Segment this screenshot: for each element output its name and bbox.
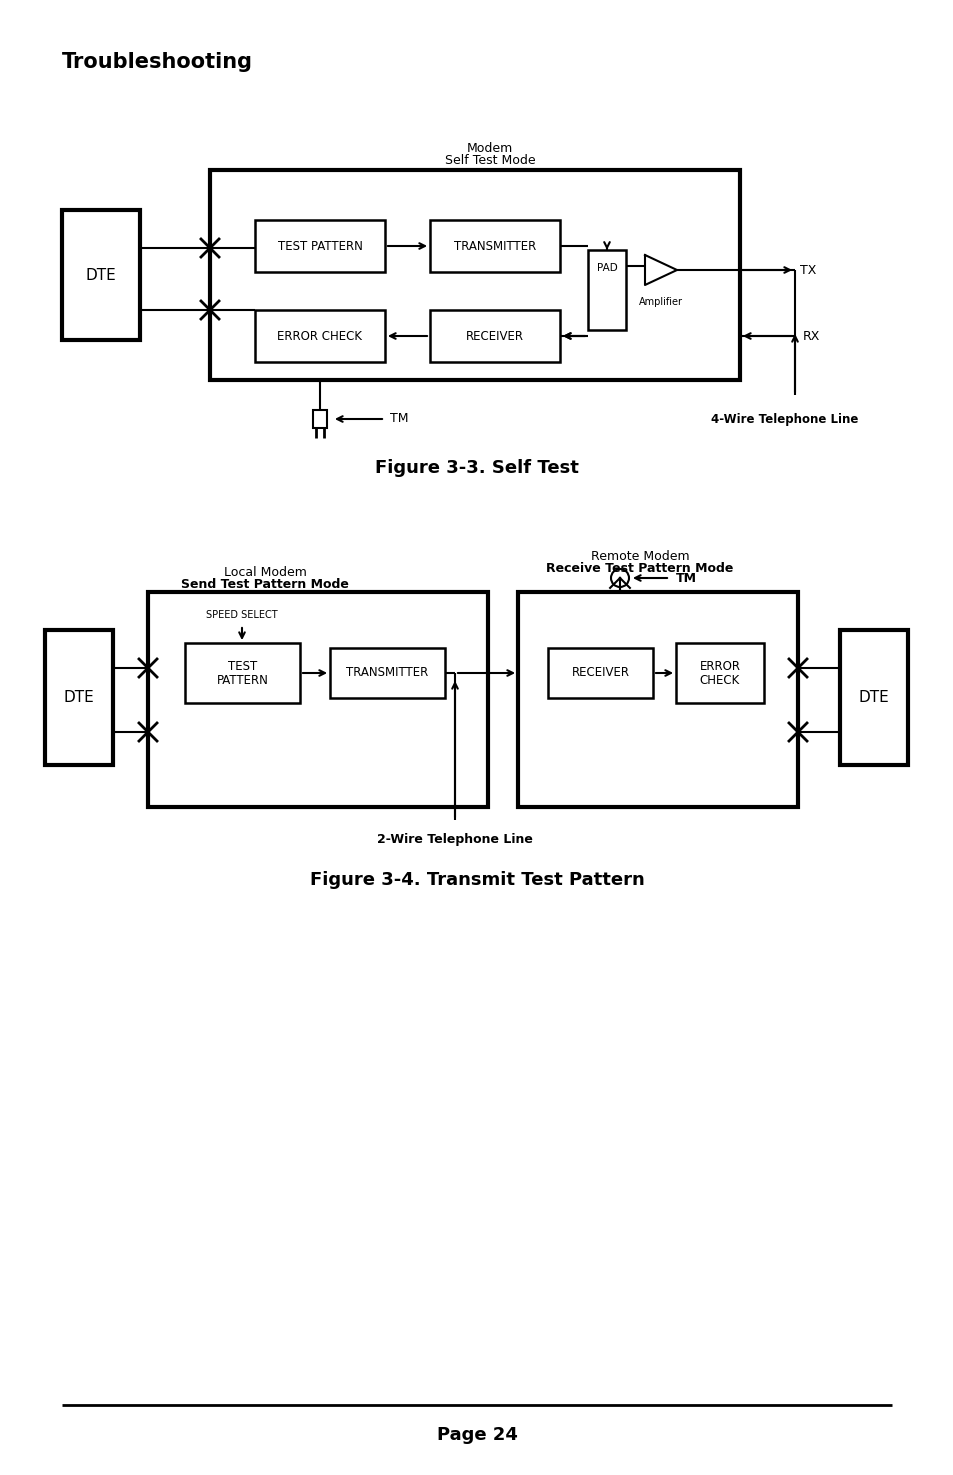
Text: Remote Modem: Remote Modem	[590, 550, 689, 562]
Bar	[210, 170, 740, 381]
Text: Troubleshooting: Troubleshooting	[62, 52, 253, 72]
Circle shape	[610, 569, 628, 587]
Text: Figure 3-3. Self Test: Figure 3-3. Self Test	[375, 459, 578, 476]
Text: Receive Test Pattern Mode: Receive Test Pattern Mode	[546, 562, 733, 574]
Bar	[517, 591, 797, 807]
Text: Local Modem: Local Modem	[223, 565, 306, 578]
Bar	[45, 630, 112, 766]
Text: 2-Wire Telephone Line: 2-Wire Telephone Line	[376, 833, 533, 847]
Text: TX: TX	[800, 264, 816, 276]
Text: RX: RX	[802, 329, 820, 342]
Bar	[313, 410, 327, 428]
Bar	[148, 591, 488, 807]
Text: RECEIVER: RECEIVER	[571, 667, 629, 680]
Bar	[587, 249, 625, 330]
Bar	[254, 310, 385, 361]
Bar	[330, 648, 444, 698]
Text: TEST PATTERN: TEST PATTERN	[277, 239, 362, 252]
Text: DTE: DTE	[64, 690, 94, 705]
Text: TRANSMITTER: TRANSMITTER	[454, 239, 536, 252]
Text: Self Test Mode: Self Test Mode	[444, 155, 535, 168]
Bar	[430, 310, 559, 361]
Text: Modem: Modem	[466, 142, 513, 155]
Text: DTE: DTE	[86, 267, 116, 283]
Text: TRANSMITTER: TRANSMITTER	[346, 667, 428, 680]
Bar	[430, 220, 559, 271]
Text: RECEIVER: RECEIVER	[465, 329, 523, 342]
Text: PAD: PAD	[596, 263, 617, 273]
Bar	[547, 648, 652, 698]
Text: TM: TM	[390, 413, 408, 425]
Text: DTE: DTE	[858, 690, 888, 705]
Bar	[185, 643, 299, 704]
Text: Send Test Pattern Mode: Send Test Pattern Mode	[181, 578, 349, 590]
Text: 4-Wire Telephone Line: 4-Wire Telephone Line	[711, 413, 858, 426]
Bar	[840, 630, 907, 766]
Text: CHECK: CHECK	[700, 674, 740, 686]
Text: TEST: TEST	[228, 659, 257, 673]
Text: ERROR: ERROR	[699, 659, 740, 673]
Bar	[62, 209, 140, 341]
Bar	[254, 220, 385, 271]
Text: Figure 3-4. Transmit Test Pattern: Figure 3-4. Transmit Test Pattern	[310, 872, 643, 889]
Bar	[676, 643, 763, 704]
Text: ERROR CHECK: ERROR CHECK	[277, 329, 362, 342]
Text: TM: TM	[676, 571, 697, 584]
Text: PATTERN: PATTERN	[216, 674, 268, 686]
Text: SPEED SELECT: SPEED SELECT	[206, 611, 277, 620]
Text: Amplifier: Amplifier	[639, 296, 682, 307]
Text: Page 24: Page 24	[436, 1426, 517, 1444]
